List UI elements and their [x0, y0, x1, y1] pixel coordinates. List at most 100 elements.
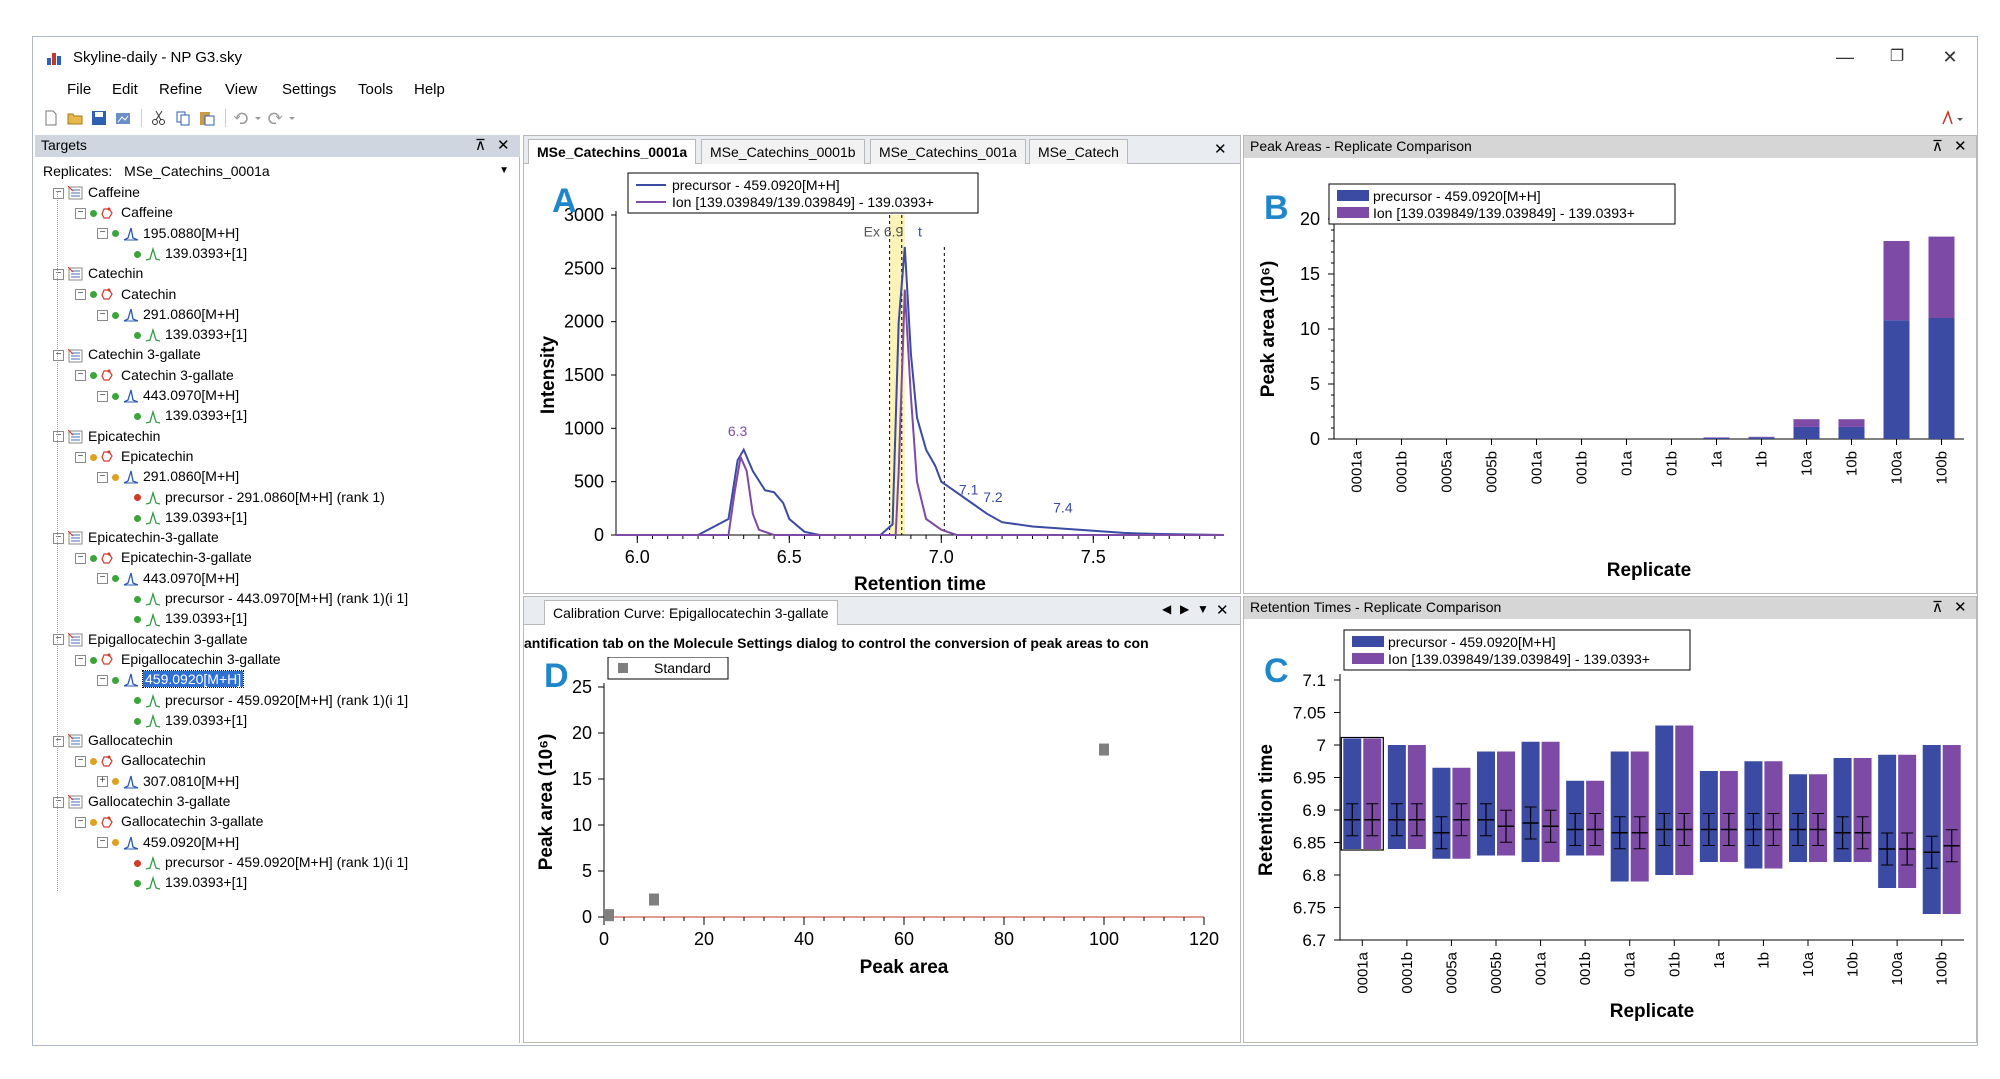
tree-node-molecule[interactable]: − Gallocatechin [75, 751, 206, 769]
integrate-icon[interactable] [1941, 110, 1965, 126]
close-window-button[interactable]: ✕ [1942, 47, 1958, 67]
collapse-icon[interactable]: − [53, 796, 64, 808]
pin-icon[interactable]: ⊼ [475, 137, 486, 154]
menu-tools[interactable]: Tools [358, 81, 394, 98]
menu-refine[interactable]: Refine [159, 81, 203, 98]
collapse-icon[interactable]: − [97, 228, 108, 240]
tree-node-transition[interactable]: 139.0393+[1] [119, 711, 247, 729]
redo-icon[interactable] [267, 110, 297, 126]
tree-node-precursor[interactable]: − 195.0880[M+H] [97, 224, 239, 242]
open-icon[interactable] [67, 110, 83, 126]
collapse-icon[interactable]: − [53, 350, 64, 362]
tab-mse-catechins-0001b[interactable]: MSe_Catechins_0001b [701, 139, 865, 164]
peak-areas-chart[interactable]: 0 5 10 15 20 0001a 0001b 0005a 0005b 001a 001b 01a 0… [1244, 159, 1976, 593]
collapse-icon[interactable]: − [53, 634, 64, 646]
chromatogram-chart[interactable]: 0 500 1000 1500 2000 2500 3000 6.0 6.5 7.0 7.5 Rete… [524, 165, 1240, 593]
pin-icon[interactable]: ⊼ [1932, 599, 1943, 616]
tree-node-molecule[interactable]: − Epigallocatechin 3-gallate [75, 650, 281, 668]
tree-node-group[interactable]: − Gallocatechin 3-gallate [53, 792, 230, 810]
restore-button[interactable]: ❐ [1889, 48, 1905, 65]
tree-node-transition[interactable]: 139.0393+[1] [119, 508, 247, 526]
collapse-icon[interactable]: − [53, 532, 64, 544]
close-panel-icon[interactable]: ✕ [1954, 138, 1967, 155]
new-icon[interactable] [43, 110, 59, 126]
replicates-selector[interactable]: Replicates: MSe_Catechins_0001a ▼ [43, 160, 513, 182]
tree-node-transition[interactable]: precursor - 459.0920[M+H] (rank 1)(i 1] [119, 691, 408, 709]
scroll-left-icon[interactable]: ◀ [1162, 602, 1172, 616]
tree-node-group[interactable]: − Caffeine [53, 183, 140, 201]
tab-mse-catech[interactable]: MSe_Catech [1029, 139, 1128, 164]
menu-help[interactable]: Help [414, 81, 445, 98]
share-icon[interactable] [115, 110, 131, 126]
collapse-icon[interactable]: − [75, 817, 86, 829]
tree-node-transition[interactable]: precursor - 443.0970[M+H] (rank 1)(i 1] [119, 589, 408, 607]
minimize-button[interactable]: — [1836, 47, 1854, 67]
tree-node-transition[interactable]: 139.0393+[1] [119, 609, 247, 627]
collapse-icon[interactable]: − [97, 309, 108, 321]
tree-node-precursor[interactable]: − 291.0860[M+H] [97, 467, 239, 485]
menu-file[interactable]: File [67, 81, 92, 98]
collapse-icon[interactable]: − [97, 674, 108, 686]
calibration-chart[interactable]: 0 5 10 15 20 25 0 20 40 60 80 100 120 Peak area Peak a… [524, 657, 1240, 1043]
tree-node-precursor[interactable]: − 459.0920[M+H] [97, 833, 239, 851]
close-tab-icon[interactable]: ✕ [1216, 602, 1229, 619]
tree-node-molecule[interactable]: − Caffeine [75, 203, 173, 221]
tree-node-transition[interactable]: precursor - 291.0860[M+H] (rank 1) [119, 488, 385, 506]
collapse-icon[interactable]: − [97, 837, 108, 849]
close-panel-icon[interactable]: ✕ [497, 137, 510, 154]
chevron-down-icon[interactable]: ▼ [499, 165, 509, 176]
tree-node-group[interactable]: − Gallocatechin [53, 731, 173, 749]
save-icon[interactable] [91, 110, 107, 126]
dropdown-icon[interactable]: ▼ [1197, 602, 1209, 616]
collapse-icon[interactable]: − [75, 208, 86, 220]
tree-node-precursor[interactable]: − 459.0920[M+H] [97, 670, 245, 689]
tree-node-transition[interactable]: precursor - 459.0920[M+H] (rank 1)(i 1] [119, 853, 408, 871]
copy-icon[interactable] [175, 110, 191, 126]
tree-node-group[interactable]: − Epicatechin-3-gallate [53, 528, 219, 546]
menu-view[interactable]: View [225, 81, 258, 98]
menu-settings[interactable]: Settings [282, 81, 337, 98]
collapse-icon[interactable]: − [75, 654, 86, 666]
close-tab-icon[interactable]: ✕ [1214, 141, 1227, 158]
expand-icon[interactable]: + [97, 776, 108, 788]
tree-node-group[interactable]: − Catechin [53, 264, 143, 282]
collapse-icon[interactable]: − [53, 187, 64, 199]
tree-node-precursor[interactable]: − 291.0860[M+H] [97, 305, 239, 323]
tree-node-precursor[interactable]: − 443.0970[M+H] [97, 386, 239, 404]
tree-node-transition[interactable]: 139.0393+[1] [119, 873, 247, 891]
collapse-icon[interactable]: − [97, 390, 108, 402]
tree-node-transition[interactable]: 139.0393+[1] [119, 244, 247, 262]
tab-calibration-curve[interactable]: Calibration Curve: Epigallocatechin 3-ga… [544, 600, 838, 625]
tree-node-transition[interactable]: 139.0393+[1] [119, 406, 247, 424]
tree-node-group[interactable]: − Catechin 3-gallate [53, 345, 201, 363]
tree-node-molecule[interactable]: − Catechin [75, 285, 176, 303]
collapse-icon[interactable]: − [75, 451, 86, 463]
replicate-dropdown-value[interactable]: MSe_Catechins_0001a [124, 163, 270, 179]
retention-times-chart[interactable]: 6.7 6.75 6.8 6.85 6.9 6.95 7 7.05 7.1 0001a 0001b 0… [1244, 620, 1976, 1042]
collapse-icon[interactable]: − [53, 268, 64, 280]
collapse-icon[interactable]: − [75, 756, 86, 768]
undo-icon[interactable] [233, 110, 263, 126]
menu-edit[interactable]: Edit [112, 81, 138, 98]
tree-node-molecule[interactable]: − Gallocatechin 3-gallate [75, 812, 263, 830]
tree-node-group[interactable]: − Epigallocatechin 3-gallate [53, 630, 248, 648]
tree-node-precursor[interactable]: +307.0810[M+H] [97, 772, 239, 790]
tree-node-transition[interactable]: 139.0393+[1] [119, 325, 247, 343]
tree-node-precursor[interactable]: − 443.0970[M+H] [97, 569, 239, 587]
tree-node-molecule[interactable]: − Epicatechin [75, 447, 193, 465]
collapse-icon[interactable]: − [53, 431, 64, 443]
tab-mse-catechins-001a[interactable]: MSe_Catechins_001a [870, 139, 1026, 164]
tab-mse-catechins-0001a[interactable]: MSe_Catechins_0001a [528, 139, 697, 164]
pin-icon[interactable]: ⊼ [1932, 138, 1943, 155]
collapse-icon[interactable]: − [75, 553, 86, 565]
scroll-right-icon[interactable]: ▶ [1180, 602, 1190, 616]
cut-icon[interactable] [151, 110, 167, 126]
collapse-icon[interactable]: − [75, 289, 86, 301]
tree-node-molecule[interactable]: − Catechin 3-gallate [75, 366, 234, 384]
tree-node-group[interactable]: − Epicatechin [53, 427, 160, 445]
tree-node-molecule[interactable]: − Epicatechin-3-gallate [75, 548, 252, 566]
close-panel-icon[interactable]: ✕ [1954, 599, 1967, 616]
collapse-icon[interactable]: − [97, 573, 108, 585]
paste-icon[interactable] [199, 110, 215, 126]
collapse-icon[interactable]: − [53, 735, 64, 747]
